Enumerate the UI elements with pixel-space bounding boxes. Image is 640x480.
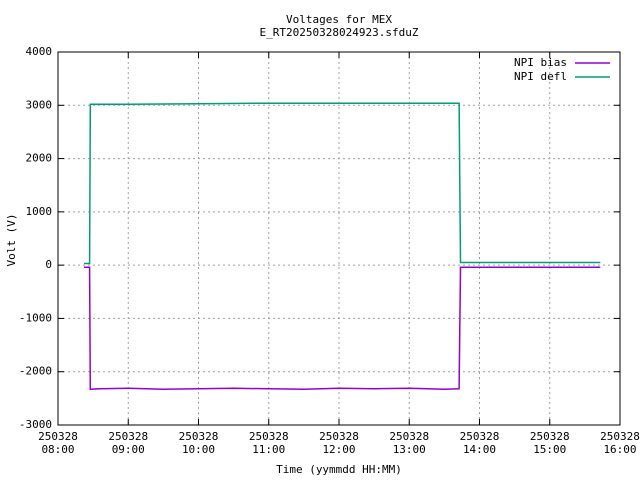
series-line	[84, 102, 601, 265]
x-tick-label: 14:00	[463, 443, 496, 456]
x-tick-label: 250328	[179, 430, 219, 443]
x-tick-label: 11:00	[252, 443, 285, 456]
x-tick-label: 09:00	[112, 443, 145, 456]
x-tick-label: 250328	[389, 430, 429, 443]
y-tick-label: 2000	[26, 152, 53, 165]
x-tick-label: 250328	[460, 430, 500, 443]
x-tick-label: 12:00	[322, 443, 355, 456]
x-axis-label: Time (yymmdd HH:MM)	[276, 463, 402, 476]
x-tick-label: 08:00	[41, 443, 74, 456]
y-axis-label: Volt (V)	[5, 214, 18, 267]
legend-label: NPI defl	[514, 70, 567, 83]
x-tick-label: 250328	[530, 430, 570, 443]
legend-label: NPI bias	[514, 56, 567, 69]
y-tick-label: 0	[45, 258, 52, 271]
y-tick-label: -3000	[19, 418, 52, 431]
x-tick-label: 13:00	[393, 443, 426, 456]
x-tick-label: 250328	[108, 430, 148, 443]
chart-subtitle: E_RT20250328024923.sfduZ	[260, 26, 419, 39]
y-tick-label: 4000	[26, 45, 53, 58]
x-tick-label: 16:00	[603, 443, 636, 456]
x-tick-label: 250328	[249, 430, 289, 443]
x-tick-label: 10:00	[182, 443, 215, 456]
plot-border	[57, 51, 621, 426]
y-tick-label: -2000	[19, 365, 52, 378]
x-tick-label: 250328	[38, 430, 78, 443]
y-tick-label: -1000	[19, 311, 52, 324]
y-tick-label: 1000	[26, 205, 53, 218]
series-line	[84, 266, 601, 391]
x-tick-label: 250328	[319, 430, 359, 443]
x-tick-label: 250328	[600, 430, 640, 443]
x-tick-label: 15:00	[533, 443, 566, 456]
y-tick-label: 3000	[26, 98, 53, 111]
chart-title: Voltages for MEX	[286, 13, 392, 26]
